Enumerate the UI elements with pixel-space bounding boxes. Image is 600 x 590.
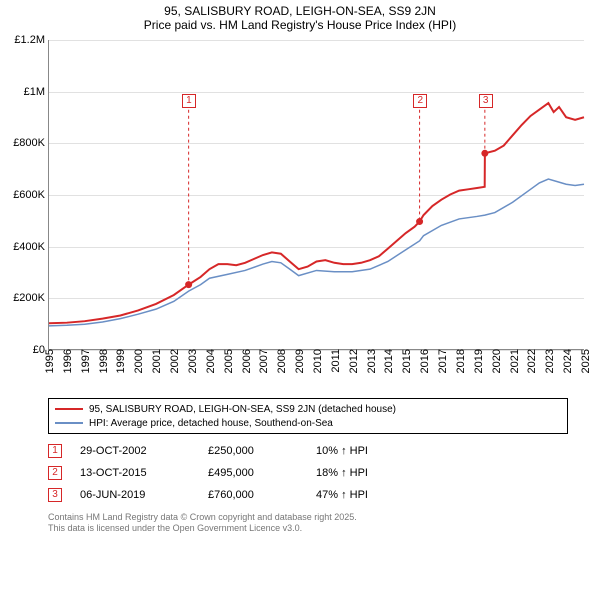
- title-line-1: 95, SALISBURY ROAD, LEIGH-ON-SEA, SS9 2J…: [0, 4, 600, 18]
- x-tick-label: 2020: [489, 349, 503, 373]
- marker-box: 1: [182, 94, 196, 108]
- chart-area: £0£200K£400K£600K£800K£1M£1.2M1995199619…: [0, 36, 600, 394]
- title-line-2: Price paid vs. HM Land Registry's House …: [0, 18, 600, 32]
- marker-box: 2: [413, 94, 427, 108]
- x-tick-label: 1997: [78, 349, 92, 373]
- y-tick-label: £600K: [13, 189, 49, 201]
- x-tick-label: 2022: [524, 349, 538, 373]
- legend: 95, SALISBURY ROAD, LEIGH-ON-SEA, SS9 2J…: [48, 398, 568, 434]
- transaction-row: 3 06-JUN-2019 £760,000 47% ↑ HPI: [48, 484, 568, 506]
- transaction-date: 29-OCT-2002: [80, 445, 190, 457]
- y-tick-label: £200K: [13, 292, 49, 304]
- series-hpi: [49, 179, 584, 326]
- transaction-marker: 3: [48, 488, 62, 502]
- legend-label: 95, SALISBURY ROAD, LEIGH-ON-SEA, SS9 2J…: [89, 404, 396, 415]
- transaction-price: £760,000: [208, 489, 298, 501]
- footer-line-1: Contains HM Land Registry data © Crown c…: [48, 512, 588, 523]
- x-tick-label: 2010: [310, 349, 324, 373]
- x-tick-label: 2000: [131, 349, 145, 373]
- marker-dot: [185, 281, 192, 288]
- x-tick-label: 2018: [453, 349, 467, 373]
- x-tick-label: 2011: [328, 349, 342, 373]
- x-tick-label: 1999: [113, 349, 127, 373]
- x-tick-label: 2005: [221, 349, 235, 373]
- transaction-date: 13-OCT-2015: [80, 467, 190, 479]
- x-tick-label: 2017: [435, 349, 449, 373]
- x-tick-label: 2014: [381, 349, 395, 373]
- x-tick-label: 2025: [578, 349, 592, 373]
- x-tick-label: 2016: [417, 349, 431, 373]
- x-tick-label: 1996: [60, 349, 74, 373]
- x-tick-label: 2019: [471, 349, 485, 373]
- x-tick-label: 1995: [42, 349, 56, 373]
- x-tick-label: 2024: [560, 349, 574, 373]
- marker-dot: [416, 218, 423, 225]
- x-tick-label: 2006: [239, 349, 253, 373]
- x-tick-label: 2001: [149, 349, 163, 373]
- legend-row: 95, SALISBURY ROAD, LEIGH-ON-SEA, SS9 2J…: [55, 402, 561, 416]
- transaction-delta: 18% ↑ HPI: [316, 467, 368, 479]
- transaction-marker: 2: [48, 466, 62, 480]
- x-tick-label: 2004: [203, 349, 217, 373]
- plot-area: £0£200K£400K£600K£800K£1M£1.2M1995199619…: [48, 40, 584, 350]
- transaction-price: £495,000: [208, 467, 298, 479]
- legend-row: HPI: Average price, detached house, Sout…: [55, 416, 561, 430]
- x-tick-label: 2002: [167, 349, 181, 373]
- legend-label: HPI: Average price, detached house, Sout…: [89, 418, 333, 429]
- chart-title-block: 95, SALISBURY ROAD, LEIGH-ON-SEA, SS9 2J…: [0, 0, 600, 32]
- x-tick-label: 2009: [292, 349, 306, 373]
- transaction-price: £250,000: [208, 445, 298, 457]
- transaction-delta: 10% ↑ HPI: [316, 445, 368, 457]
- x-tick-label: 2003: [185, 349, 199, 373]
- series-price_paid: [49, 103, 584, 323]
- marker-dot: [481, 150, 488, 157]
- x-tick-label: 2012: [346, 349, 360, 373]
- transaction-delta: 47% ↑ HPI: [316, 489, 368, 501]
- footer-line-2: This data is licensed under the Open Gov…: [48, 523, 588, 534]
- transaction-row: 1 29-OCT-2002 £250,000 10% ↑ HPI: [48, 440, 568, 462]
- y-tick-label: £1M: [24, 86, 49, 98]
- y-tick-label: £400K: [13, 241, 49, 253]
- marker-box: 3: [479, 94, 493, 108]
- transaction-row: 2 13-OCT-2015 £495,000 18% ↑ HPI: [48, 462, 568, 484]
- transaction-marker: 1: [48, 444, 62, 458]
- transactions-table: 1 29-OCT-2002 £250,000 10% ↑ HPI 2 13-OCT-201…: [48, 440, 568, 506]
- legend-swatch: [55, 408, 83, 410]
- transaction-date: 06-JUN-2019: [80, 489, 190, 501]
- x-tick-label: 2023: [542, 349, 556, 373]
- x-tick-label: 2015: [399, 349, 413, 373]
- x-tick-label: 2021: [507, 349, 521, 373]
- y-tick-label: £800K: [13, 137, 49, 149]
- legend-swatch: [55, 422, 83, 424]
- x-tick-label: 1998: [96, 349, 110, 373]
- x-tick-label: 2008: [274, 349, 288, 373]
- line-layer: [49, 40, 584, 349]
- y-tick-label: £1.2M: [14, 34, 49, 46]
- footer-attribution: Contains HM Land Registry data © Crown c…: [48, 512, 588, 534]
- x-tick-label: 2013: [364, 349, 378, 373]
- x-tick-label: 2007: [256, 349, 270, 373]
